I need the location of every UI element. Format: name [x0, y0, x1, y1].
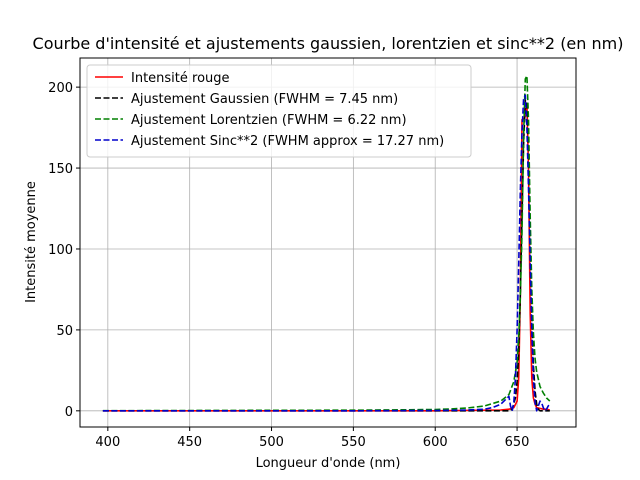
x-tick-label: 650 — [505, 435, 530, 450]
y-tick-label: 150 — [48, 162, 73, 177]
y-tick-label: 100 — [48, 243, 73, 258]
legend: Intensité rouge Ajustement Gaussien (FWHM… — [86, 64, 472, 158]
tick-layer: 400 450 500 550 600 650 0 50 100 150 200 — [48, 81, 529, 450]
legend-label: Intensité rouge — [131, 71, 230, 86]
plot-frame — [79, 57, 577, 428]
legend-label: Ajustement Sinc**2 (FWHM approx = 17.27 … — [131, 134, 444, 149]
legend-box — [86, 64, 472, 158]
x-axis-label: Longueur d'onde (nm) — [256, 456, 401, 471]
x-tick-label: 500 — [259, 435, 284, 450]
y-tick-label: 200 — [48, 81, 73, 96]
legend-label: Ajustement Gaussien (FWHM = 7.45 nm) — [131, 92, 398, 107]
y-axis-label: Intensité moyenne — [24, 181, 39, 303]
chart-title: Courbe d'intensité et ajustements gaussi… — [33, 34, 624, 53]
series-line-4 — [102, 94, 551, 412]
x-tick-label: 450 — [177, 435, 202, 450]
series-layer — [102, 75, 551, 412]
x-tick-label: 550 — [341, 435, 366, 450]
legend-label: Ajustement Lorentzien (FWHM = 6.22 nm) — [131, 113, 407, 128]
x-tick-label: 600 — [423, 435, 448, 450]
x-tick-label: 400 — [95, 435, 120, 450]
series-line-3 — [102, 75, 551, 412]
y-tick-label: 50 — [56, 324, 73, 339]
y-tick-label: 0 — [65, 405, 73, 420]
